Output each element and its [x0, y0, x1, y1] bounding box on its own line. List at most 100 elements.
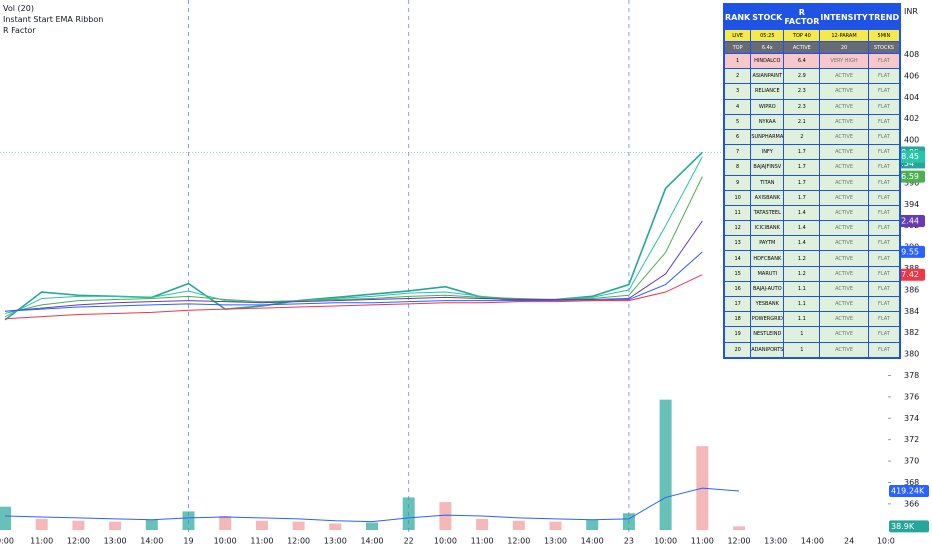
table-row: 1 HINDALCO 6.4 VERY HIGH FLAT [723, 52, 901, 70]
table-cell: 1 [783, 326, 821, 343]
table-cell: 9 [723, 174, 752, 191]
table-row: 8 BAJAJFINSV 1.7 ACTIVE FLAT [723, 159, 901, 176]
currency[interactable]: INR [904, 7, 918, 16]
volume-bar [512, 520, 525, 530]
table-row: 11 TATASTEEL 1.4 ACTIVE FLAT [723, 204, 901, 222]
table-cell: SUNPHARMA [750, 128, 785, 146]
x-tick-label: 10:00 [654, 537, 677, 546]
table-cell: FLAT [867, 235, 901, 252]
volume-bar [659, 399, 672, 530]
table-cell: PAYTM [750, 235, 785, 252]
table-cell: STOCKS [867, 41, 901, 54]
x-tick-label: 12:00 [507, 537, 530, 546]
table-cell: FLAT [867, 128, 901, 146]
y-tick-label: 374 [904, 414, 919, 423]
x-tick-label: 24 [844, 537, 854, 546]
table-cell: 12-PARAM [819, 29, 869, 42]
table-cell: ASIANPAINT [750, 68, 785, 85]
table-row: 4 WIPRO 2.3 ACTIVE FLAT [723, 98, 901, 115]
table-cell: 1 [783, 341, 821, 359]
table-cell: 19 [723, 326, 752, 343]
r-factor-table: RANK STOCK R FACTOR INTENSITY TREND LIVE 05:25… [723, 3, 902, 359]
table-cell: FLAT [867, 311, 901, 328]
table-cell: 6.4x [750, 41, 785, 54]
table-cell: ACTIVE [819, 341, 869, 359]
x-tick-label: 19 [183, 537, 193, 546]
x-tick-label: 22 [404, 537, 414, 546]
ema-line [4, 156, 703, 318]
x-tick-label: 11:00 [250, 537, 273, 546]
table-row: 9 TITAN 1.7 ACTIVE FLAT [723, 174, 901, 191]
y-tick-label: 386 [904, 285, 919, 294]
volume-bar [586, 519, 599, 530]
volume-bar [366, 522, 378, 530]
table-cell: ACTIVE [819, 220, 869, 237]
table-cell: 1.7 [783, 144, 821, 161]
y-tick-label: 404 [904, 93, 919, 102]
y-tick-label: 408 [904, 50, 919, 59]
table-cell: INTENSITY [819, 3, 869, 30]
x-tick-label: 13:00 [324, 537, 347, 546]
table-cell: 6.4 [783, 52, 821, 70]
table-cell: ACTIVE [819, 280, 869, 298]
x-tick-label: 14:00 [581, 537, 604, 546]
table-cell: ACTIVE [819, 159, 869, 176]
table-cell: BAJAJ-AUTO [750, 280, 785, 298]
volume-bar [219, 516, 232, 530]
table-row: 14 HDFCBANK 1.2 ACTIVE FLAT [723, 250, 901, 267]
x-tick-label: 14:00 [801, 537, 824, 546]
table-cell: 2.9 [783, 68, 821, 85]
table-cell: 2.3 [783, 98, 821, 115]
x-tick-label: 13:00 [104, 537, 127, 546]
table-cell: 16 [723, 280, 752, 298]
table-cell: VERY HIGH [819, 52, 869, 70]
x-tick-label: 10:00 [434, 537, 457, 546]
table-cell: FLAT [867, 52, 901, 70]
table-row: 18 POWERGRID 1.1 ACTIVE FLAT [723, 311, 901, 328]
price-label: 392.44 [891, 217, 919, 226]
table-cell: 1 [723, 52, 752, 70]
x-tick-label: 11:00 [471, 537, 494, 546]
table-row: 15 MARUTI 1.2 ACTIVE FLAT [723, 265, 901, 282]
table-row: 13 PAYTM 1.4 ACTIVE FLAT [723, 235, 901, 252]
table-cell: BAJAJFINSV [750, 159, 785, 176]
table-cell: FLAT [867, 68, 901, 85]
table-cell: ACTIVE [819, 174, 869, 191]
table-cell: 17 [723, 295, 752, 313]
volume-bar [476, 518, 489, 530]
volume-bar [145, 519, 158, 530]
table-cell: ACTIVE [819, 83, 869, 100]
value-label-bg [889, 484, 929, 497]
y-tick-label: 378 [904, 371, 919, 380]
x-tick-label: 11:00 [691, 537, 714, 546]
table-cell: ADANIPORTS [750, 341, 785, 359]
y-tick-label: 382 [904, 328, 919, 337]
table-cell: ACTIVE [819, 189, 869, 206]
value-label-bg [889, 520, 929, 533]
table-row: 3 RELIANCE 2.3 ACTIVE FLAT [723, 83, 901, 100]
table-cell: AXISBANK [750, 189, 785, 206]
table-cell: 13 [723, 235, 752, 252]
table-cell: RELIANCE [750, 83, 785, 100]
table-cell: FLAT [867, 189, 901, 206]
table-cell: 18 [723, 311, 752, 328]
price-label: 389.55 [891, 247, 919, 256]
table-cell: ACTIVE [819, 113, 869, 130]
table-cell: 14 [723, 250, 752, 267]
table-cell: ACTIVE [819, 144, 869, 161]
x-tick-label: 23 [624, 537, 634, 546]
ema-line [4, 274, 703, 320]
table-cell: 1.4 [783, 235, 821, 252]
x-tick-label: 12:00 [287, 537, 310, 546]
table-row: 17 YESBANK 1.1 ACTIVE FLAT [723, 295, 901, 313]
table-cell: 1.4 [783, 220, 821, 237]
y-tick-label: 372 [904, 435, 919, 444]
x-tick-label: 14:00 [360, 537, 383, 546]
table-cell: 4 [723, 98, 752, 115]
table-cell: 05:25 [750, 29, 785, 42]
table-cell: TITAN [750, 174, 785, 191]
table-cell: ACTIVE [819, 235, 869, 252]
table-cell: ACTIVE [819, 326, 869, 343]
value-label: 38.9K [891, 522, 915, 531]
x-tick-label: 0:00 [0, 537, 14, 546]
